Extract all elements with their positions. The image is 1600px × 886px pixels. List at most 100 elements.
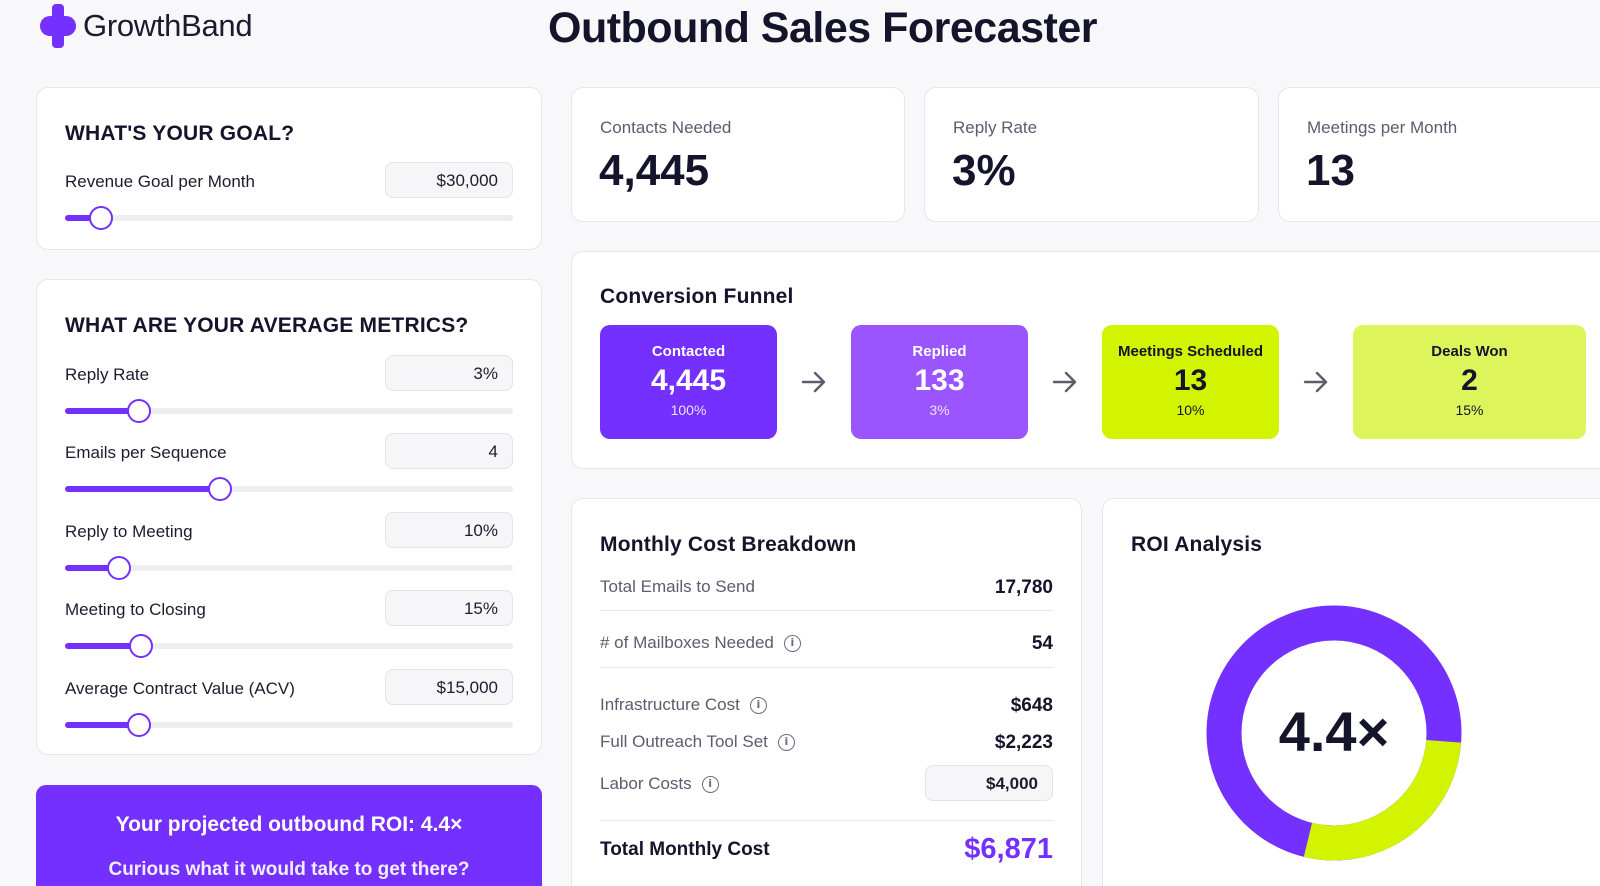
funnel-stage-label: Contacted [651, 343, 726, 360]
acv-slider[interactable] [65, 713, 513, 737]
cost-value: $648 [1010, 695, 1053, 716]
cost-label-text: Full Outreach Tool Set [600, 732, 768, 751]
stat-card-contacts: Contacts Needed 4,445 [571, 87, 905, 222]
slider-fill [65, 643, 142, 649]
funnel-stage-pct: 15% [1455, 402, 1484, 418]
cost-label: # of Mailboxes Needed i [600, 633, 801, 653]
metrics-heading: WHAT ARE YOUR AVERAGE METRICS? [65, 314, 469, 337]
funnel-stage-value: 2 [1461, 364, 1478, 397]
total-label: Total Monthly Cost [600, 839, 770, 860]
info-icon[interactable]: i [783, 634, 801, 652]
meeting-to-closing-label: Meeting to Closing [65, 600, 206, 619]
revenue-goal-label: Revenue Goal per Month [65, 172, 255, 191]
stat-label: Contacts Needed [600, 118, 732, 137]
roi-banner-headline: Your projected outbound ROI: 4.4× [115, 813, 463, 836]
total-value: $6,871 [964, 833, 1053, 865]
cost-label-text: Infrastructure Cost [600, 695, 740, 714]
info-icon[interactable]: i [777, 733, 795, 751]
reply-rate-slider[interactable] [65, 399, 513, 423]
emails-per-sequence-input[interactable]: 4 [385, 433, 513, 469]
slider-thumb[interactable] [207, 477, 232, 501]
funnel-stage-replied: Replied 133 3% [851, 325, 1028, 439]
divider [600, 610, 1053, 611]
acv-input[interactable]: $15,000 [385, 669, 513, 705]
cost-breakdown-card: Monthly Cost Breakdown Total Emails to S… [571, 498, 1082, 886]
cost-value: 54 [1031, 633, 1053, 654]
roi-donut-lime [1206, 605, 1462, 861]
stat-label: Meetings per Month [1307, 118, 1458, 137]
slider-track [65, 408, 513, 414]
funnel-stage-pct: 100% [670, 402, 707, 418]
roi-banner-cta[interactable]: Curious what it would take to get there? [108, 859, 470, 880]
funnel-stage-value: 4,445 [650, 364, 727, 397]
stat-card-meetings: Meetings per Month 13 [1278, 87, 1600, 222]
cost-label: Labor Costs i [600, 774, 719, 794]
arrow-right-icon [1303, 371, 1328, 393]
funnel-stage-meetings: Meetings Scheduled 13 10% [1102, 325, 1279, 439]
page-title: Outbound Sales Forecaster [548, 4, 1098, 52]
info-icon[interactable]: i [749, 696, 767, 714]
stat-card-reply-rate: Reply Rate 3% [924, 87, 1259, 222]
slider-fill [65, 408, 139, 414]
stat-value: 4,445 [599, 146, 710, 195]
funnel-stage-value: 133 [914, 364, 965, 397]
slider-track [65, 722, 513, 728]
info-icon[interactable]: i [701, 775, 719, 793]
cost-label: Total Emails to Send [600, 577, 755, 596]
slider-thumb[interactable] [129, 634, 154, 658]
emails-per-sequence-slider[interactable] [65, 477, 513, 501]
cost-title: Monthly Cost Breakdown [600, 533, 857, 556]
meeting-to-closing-input[interactable]: 15% [385, 590, 513, 626]
cost-value: $2,223 [994, 732, 1053, 753]
divider [600, 820, 1053, 821]
slider-thumb[interactable] [106, 556, 131, 580]
cost-label: Full Outreach Tool Set i [600, 732, 795, 752]
slider-track [65, 215, 513, 221]
funnel-stage-label: Deals Won [1431, 343, 1508, 360]
arrow-right-icon [801, 371, 826, 393]
metrics-card: WHAT ARE YOUR AVERAGE METRICS? Reply Rat… [36, 279, 542, 755]
brand-name: GrowthBand [83, 8, 253, 43]
stat-label: Reply Rate [953, 118, 1038, 137]
cost-value: 17,780 [994, 577, 1053, 598]
slider-fill [65, 722, 139, 728]
stat-value: 13 [1306, 146, 1355, 195]
slider-track [65, 565, 513, 571]
reply-rate-input[interactable]: 3% [385, 355, 513, 391]
slider-fill [65, 215, 101, 221]
cost-label: Infrastructure Cost i [600, 695, 767, 715]
roi-value: 4.4× [1279, 700, 1390, 763]
reply-to-meeting-slider[interactable] [65, 556, 513, 580]
reply-to-meeting-input[interactable]: 10% [385, 512, 513, 548]
emails-per-sequence-label: Emails per Sequence [65, 443, 227, 462]
revenue-goal-slider[interactable] [65, 206, 513, 230]
slider-thumb[interactable] [88, 206, 113, 230]
slider-thumb[interactable] [126, 399, 151, 423]
slider-thumb[interactable] [126, 713, 151, 737]
slider-track [65, 643, 513, 649]
slider-fill [65, 486, 220, 492]
funnel-stage-contacted: Contacted 4,445 100% [600, 325, 777, 439]
stat-value: 3% [952, 146, 1016, 195]
growthband-logo-icon [40, 4, 76, 48]
meeting-to-closing-slider[interactable] [65, 634, 513, 658]
conversion-funnel-card: Conversion Funnel Contacted 4,445 100% R… [571, 251, 1600, 469]
goal-card: WHAT'S YOUR GOAL? Revenue Goal per Month… [36, 87, 542, 250]
roi-analysis-card: ROI Analysis 4.4× [1102, 498, 1600, 886]
labor-cost-input[interactable]: $4,000 [925, 765, 1053, 801]
roi-donut-chart: 4.4× [1206, 605, 1462, 861]
goal-heading: WHAT'S YOUR GOAL? [65, 122, 295, 145]
roi-banner[interactable]: Your projected outbound ROI: 4.4× Curiou… [36, 785, 542, 886]
funnel-stage-pct: 10% [1176, 402, 1205, 418]
cost-label-text: Labor Costs [600, 774, 692, 793]
revenue-goal-input[interactable]: $30,000 [385, 162, 513, 198]
funnel-stage-label: Meetings Scheduled [1117, 343, 1264, 360]
divider [600, 667, 1053, 668]
funnel-stage-label: Replied [912, 343, 967, 360]
funnel-stage-pct: 3% [929, 402, 950, 418]
slider-track [65, 486, 513, 492]
roi-title: ROI Analysis [1131, 533, 1263, 556]
logo[interactable]: GrowthBand [38, 2, 253, 50]
reply-to-meeting-label: Reply to Meeting [65, 522, 193, 541]
reply-rate-label: Reply Rate [65, 365, 150, 384]
